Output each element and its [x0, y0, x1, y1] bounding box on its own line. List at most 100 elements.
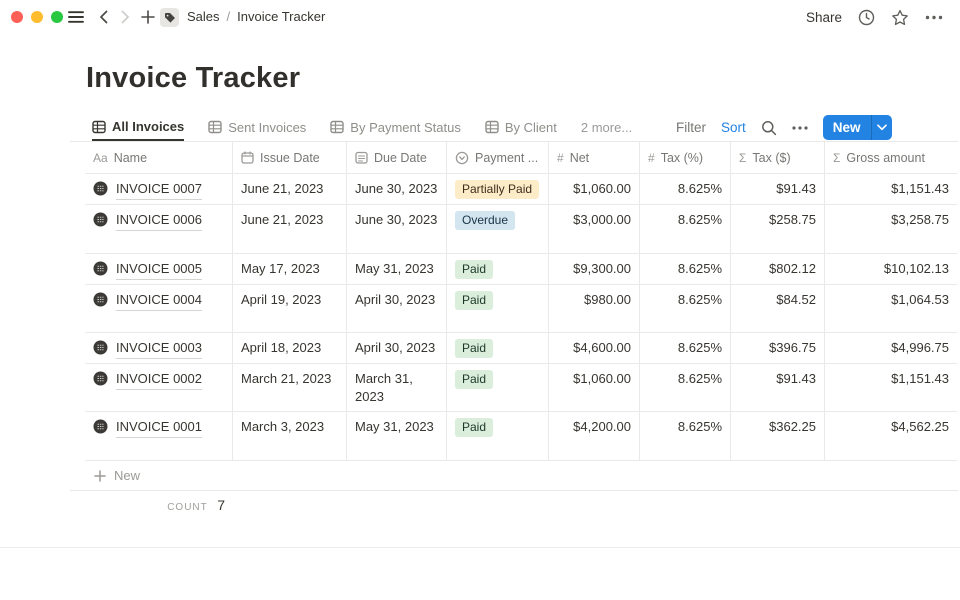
table-row[interactable]: INVOICE 0007 June 21, 2023 June 30, 2023 Pa… — [85, 174, 957, 205]
invoice-name[interactable]: INVOICE 0005 — [116, 260, 202, 280]
table-row[interactable]: INVOICE 0001 March 3, 2023 May 31, 2023 Pai… — [85, 412, 957, 461]
gross-amount-cell[interactable]: $3,258.75 — [891, 212, 949, 227]
column-header-gross-amount[interactable]: Σ Gross amount — [825, 142, 957, 173]
invoice-name[interactable]: INVOICE 0004 — [116, 291, 202, 311]
more-options-icon[interactable] — [925, 15, 943, 20]
net-cell[interactable]: $1,060.00 — [549, 174, 640, 204]
payment-status-cell[interactable]: Paid — [447, 285, 549, 332]
due-date-cell[interactable]: June 30, 2023 — [347, 205, 447, 253]
due-date-cell[interactable]: June 30, 2023 — [347, 174, 447, 204]
favorite-star-icon[interactable] — [891, 9, 909, 26]
share-button[interactable]: Share — [805, 9, 842, 25]
gross-amount-cell[interactable]: $10,102.13 — [883, 261, 949, 276]
new-page-icon[interactable] — [141, 10, 155, 24]
net-cell[interactable]: $3,000.00 — [549, 205, 640, 253]
gross-amount-cell[interactable]: $4,562.25 — [891, 419, 949, 434]
invoice-name[interactable]: INVOICE 0007 — [116, 180, 202, 200]
column-header-due-date[interactable]: Due Date — [347, 142, 447, 173]
column-header-name[interactable]: Aa Name — [85, 142, 233, 173]
sort-button[interactable]: Sort — [721, 120, 746, 135]
gross-amount-cell[interactable]: $1,151.43 — [891, 181, 949, 196]
tab-by-payment-status[interactable]: By Payment Status — [330, 114, 461, 141]
invoice-name[interactable]: INVOICE 0002 — [116, 370, 202, 390]
gross-amount-cell[interactable]: $4,996.75 — [891, 340, 949, 355]
column-header-net[interactable]: # Net — [549, 142, 640, 173]
column-header-tax-usd[interactable]: Σ Tax ($) — [731, 142, 825, 173]
sidebar-menu-icon[interactable] — [68, 10, 84, 24]
back-icon[interactable] — [98, 10, 109, 24]
payment-status-cell[interactable]: Paid — [447, 333, 549, 363]
issue-date-cell[interactable]: March 21, 2023 — [233, 364, 347, 411]
breadcrumb-current[interactable]: Invoice Tracker — [237, 9, 326, 24]
invoice-name-cell[interactable]: INVOICE 0003 — [85, 333, 233, 363]
view-options-icon[interactable] — [792, 125, 808, 130]
tax-usd-cell[interactable]: $362.25 — [731, 412, 825, 460]
payment-status-cell[interactable]: Paid — [447, 254, 549, 284]
minimize-window-button[interactable] — [31, 11, 43, 23]
issue-date-cell[interactable]: June 21, 2023 — [233, 205, 347, 253]
invoice-name-cell[interactable]: INVOICE 0004 — [85, 285, 233, 332]
table-row[interactable]: INVOICE 0005 May 17, 2023 May 31, 2023 Paid… — [85, 254, 957, 285]
chevron-down-icon[interactable] — [870, 115, 892, 140]
due-date-cell[interactable]: April 30, 2023 — [347, 333, 447, 363]
new-button-label[interactable]: New — [832, 120, 861, 135]
table-row[interactable]: INVOICE 0006 June 21, 2023 June 30, 2023 Ov… — [85, 205, 957, 254]
tax-usd-cell[interactable]: $91.43 — [731, 174, 825, 204]
invoice-name-cell[interactable]: INVOICE 0001 — [85, 412, 233, 460]
breadcrumb-parent[interactable]: Sales — [187, 9, 220, 24]
net-cell[interactable]: $980.00 — [549, 285, 640, 332]
invoice-name[interactable]: INVOICE 0006 — [116, 211, 202, 231]
history-clock-icon[interactable] — [858, 9, 875, 26]
net-cell[interactable]: $9,300.00 — [549, 254, 640, 284]
payment-status-cell[interactable]: Paid — [447, 364, 549, 411]
tax-usd-cell[interactable]: $258.75 — [731, 205, 825, 253]
tax-pct-cell[interactable]: 8.625% — [640, 333, 731, 363]
new-row-button[interactable]: New — [85, 461, 957, 490]
payment-status-cell[interactable]: Overdue — [447, 205, 549, 253]
issue-date-cell[interactable]: May 17, 2023 — [233, 254, 347, 284]
due-date-cell[interactable]: April 30, 2023 — [347, 285, 447, 332]
table-row[interactable]: INVOICE 0002 March 21, 2023 March 31, 2023… — [85, 364, 957, 412]
gross-amount-cell[interactable]: $1,064.53 — [891, 292, 949, 307]
tab-sent-invoices[interactable]: Sent Invoices — [208, 114, 306, 141]
invoice-name-cell[interactable]: INVOICE 0006 — [85, 205, 233, 253]
tax-usd-cell[interactable]: $91.43 — [731, 364, 825, 411]
tab-by-client[interactable]: By Client — [485, 114, 557, 141]
issue-date-cell[interactable]: March 3, 2023 — [233, 412, 347, 460]
tax-pct-cell[interactable]: 8.625% — [640, 364, 731, 411]
zoom-window-button[interactable] — [51, 11, 63, 23]
tax-usd-cell[interactable]: $84.52 — [731, 285, 825, 332]
table-row[interactable]: INVOICE 0003 April 18, 2023 April 30, 2023… — [85, 333, 957, 364]
invoice-name-cell[interactable]: INVOICE 0002 — [85, 364, 233, 411]
column-header-payment-status[interactable]: Payment ... — [447, 142, 549, 173]
column-header-issue-date[interactable]: Issue Date — [233, 142, 347, 173]
forward-icon[interactable] — [120, 10, 131, 24]
tax-usd-cell[interactable]: $802.12 — [731, 254, 825, 284]
tab-all-invoices[interactable]: All Invoices — [92, 114, 185, 141]
gross-amount-cell[interactable]: $1,151.43 — [891, 371, 949, 386]
tax-pct-cell[interactable]: 8.625% — [640, 254, 731, 284]
table-row[interactable]: INVOICE 0004 April 19, 2023 April 30, 2023… — [85, 285, 957, 333]
due-date-cell[interactable]: March 31, 2023 — [347, 364, 447, 411]
issue-date-cell[interactable]: June 21, 2023 — [233, 174, 347, 204]
tax-pct-cell[interactable]: 8.625% — [640, 412, 731, 460]
invoice-name[interactable]: INVOICE 0003 — [116, 339, 202, 359]
net-cell[interactable]: $1,060.00 — [549, 364, 640, 411]
column-header-tax-pct[interactable]: # Tax (%) — [640, 142, 731, 173]
tax-pct-cell[interactable]: 8.625% — [640, 205, 731, 253]
search-icon[interactable] — [761, 120, 777, 136]
net-cell[interactable]: $4,600.00 — [549, 333, 640, 363]
filter-button[interactable]: Filter — [676, 120, 706, 135]
tax-pct-cell[interactable]: 8.625% — [640, 174, 731, 204]
tax-pct-cell[interactable]: 8.625% — [640, 285, 731, 332]
column-calculation[interactable]: COUNT 7 — [85, 497, 233, 515]
invoice-name-cell[interactable]: INVOICE 0005 — [85, 254, 233, 284]
more-views-link[interactable]: 2 more... — [580, 120, 633, 135]
tax-usd-cell[interactable]: $396.75 — [731, 333, 825, 363]
payment-status-cell[interactable]: Partially Paid — [447, 174, 549, 204]
payment-status-cell[interactable]: Paid — [447, 412, 549, 460]
due-date-cell[interactable]: May 31, 2023 — [347, 254, 447, 284]
invoice-name-cell[interactable]: INVOICE 0007 — [85, 174, 233, 204]
invoice-name[interactable]: INVOICE 0001 — [116, 418, 202, 438]
net-cell[interactable]: $4,200.00 — [549, 412, 640, 460]
